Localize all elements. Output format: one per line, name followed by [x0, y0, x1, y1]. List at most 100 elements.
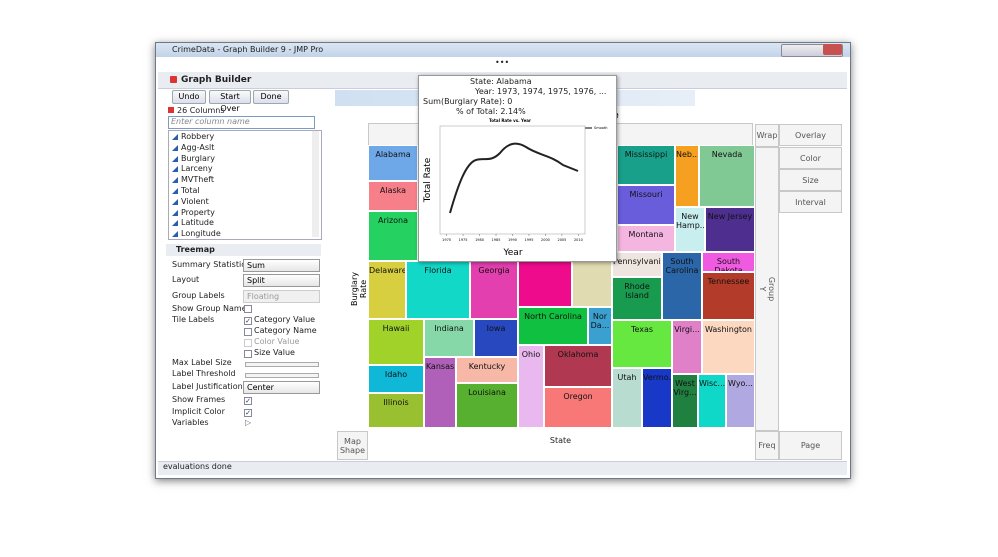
expand-arrow[interactable]: ▷	[245, 418, 252, 427]
checkbox[interactable]: ✓	[244, 317, 252, 325]
column-item[interactable]: Violent	[181, 196, 209, 206]
interval-zone[interactable]: Interval	[779, 191, 842, 213]
x-zone[interactable]: State	[368, 431, 753, 449]
slider[interactable]	[245, 362, 319, 367]
tile[interactable]: Hawaii	[368, 319, 424, 365]
slider[interactable]	[245, 373, 319, 378]
tile[interactable]: Alaska	[368, 181, 418, 211]
dropdown[interactable]: Center	[243, 381, 320, 394]
dropdown[interactable]: Sum	[243, 259, 320, 272]
tile[interactable]: Utah	[612, 368, 642, 428]
tile[interactable]: West Virg...	[672, 374, 698, 428]
tile[interactable]: Vermo...	[642, 368, 672, 428]
column-item[interactable]: Total	[181, 186, 200, 195]
tile[interactable]: New Jersey	[705, 207, 755, 252]
tile[interactable]: Mississippi	[617, 145, 675, 185]
group-y-label: Group Y	[758, 276, 777, 302]
tile[interactable]: South Carolina	[662, 252, 702, 320]
start-over-button[interactable]: Start Over	[209, 90, 251, 113]
undo-button[interactable]: Undo	[172, 90, 206, 104]
tile[interactable]: Idaho	[368, 365, 424, 393]
red-triangle[interactable]	[168, 107, 174, 113]
tile[interactable]: Florida	[406, 261, 470, 319]
mini-title: Total Rate vs. Year	[489, 118, 531, 123]
tile[interactable]: Missouri	[617, 185, 675, 225]
group-y-zone[interactable]: Group Y	[755, 147, 779, 431]
checkbox[interactable]	[244, 305, 252, 313]
column-item[interactable]: Burglary	[181, 153, 215, 163]
close-button[interactable]	[823, 44, 842, 55]
tile[interactable]: Wyo...	[726, 374, 755, 428]
column-icon	[172, 177, 178, 184]
checkbox	[244, 339, 252, 347]
checkbox[interactable]	[244, 350, 252, 358]
tile[interactable]	[572, 261, 612, 307]
tooltip-line: % of Total: 2.14%	[456, 107, 526, 116]
column-item[interactable]: Longitude	[181, 229, 221, 239]
column-icon	[172, 198, 178, 205]
map-shape-zone[interactable]: Map Shape	[337, 431, 368, 460]
tile[interactable]: Arizona	[368, 211, 418, 261]
tile[interactable]: Illinois	[368, 393, 424, 428]
tile[interactable]: Indiana	[424, 319, 474, 357]
tile[interactable]: Wisc...	[698, 374, 726, 428]
dropdown[interactable]: Split	[243, 274, 320, 287]
tile[interactable]: Delaware	[368, 261, 406, 319]
column-item[interactable]: Larceny	[181, 164, 213, 174]
column-item[interactable]: MVTheft	[181, 175, 215, 185]
tile[interactable]: Kansas	[424, 357, 456, 428]
checkbox[interactable]	[244, 328, 252, 336]
tile[interactable]: North Carolina	[518, 307, 588, 345]
window-title: CrimeData - Graph Builder 9 - JMP Pro	[172, 45, 324, 54]
tile[interactable]: Neb...	[675, 145, 699, 207]
tile[interactable]: Ohio	[518, 345, 544, 428]
tile[interactable]: Oklahoma	[544, 345, 612, 387]
column-item[interactable]: Agg-Aslt	[181, 142, 215, 152]
tile[interactable]: Tennessee	[702, 272, 755, 320]
tile[interactable]: Alabama	[368, 145, 418, 181]
checkbox[interactable]: ✓	[244, 397, 252, 405]
overlay-zone[interactable]: Overlay	[779, 124, 842, 146]
column-icon	[172, 144, 178, 151]
page-zone[interactable]: Page	[779, 431, 842, 460]
tile[interactable]	[518, 261, 572, 307]
columns-count: 26 Columns	[177, 106, 225, 115]
scrollbar[interactable]	[312, 131, 319, 237]
column-icon	[172, 155, 178, 162]
wrap-zone[interactable]: Wrap	[755, 124, 779, 147]
tile[interactable]: Washington	[702, 320, 755, 374]
setting-label: Show Frames	[172, 395, 226, 404]
setting-label: Variables	[172, 418, 209, 427]
tile[interactable]: New Hamp...	[675, 207, 705, 252]
tile[interactable]: Kentucky	[456, 357, 518, 383]
tile[interactable]: Montana	[617, 225, 675, 252]
freq-zone[interactable]: Freq	[755, 431, 779, 460]
tile[interactable]: Texas	[612, 320, 672, 368]
tile[interactable]: Georgia	[470, 261, 518, 319]
tile[interactable]: South Dakota	[702, 252, 755, 272]
done-button[interactable]: Done	[253, 90, 289, 104]
search-box[interactable]	[168, 116, 315, 129]
size-zone[interactable]: Size	[779, 169, 842, 191]
tile[interactable]: Iowa	[474, 319, 518, 357]
column-item[interactable]: Latitude	[181, 218, 214, 228]
red-triangle[interactable]	[170, 76, 177, 83]
option-label: Category Name	[254, 326, 317, 335]
tile[interactable]: Virgi...	[672, 320, 702, 374]
tile[interactable]: Nor Da...	[588, 307, 612, 345]
setting-label: Max Label Size	[172, 358, 232, 367]
checkbox[interactable]: ✓	[244, 409, 252, 417]
column-list: Robbery Agg-Aslt Burglary Larceny MVTheft Tot…	[168, 130, 322, 240]
column-item[interactable]: Property	[181, 207, 215, 217]
tile[interactable]: Pennsylvania	[612, 252, 662, 277]
color-zone[interactable]: Color	[779, 147, 842, 169]
column-item[interactable]: Robbery	[181, 132, 215, 141]
tile[interactable]: Louisiana	[456, 383, 518, 428]
tile[interactable]: Oregon	[544, 387, 612, 428]
setting-label: Label Threshold	[172, 369, 236, 378]
column-icon	[172, 134, 178, 140]
mini-x-label: Year	[502, 248, 522, 258]
tile[interactable]: Rhode Island	[612, 277, 662, 320]
tile[interactable]: Nevada	[699, 145, 755, 207]
